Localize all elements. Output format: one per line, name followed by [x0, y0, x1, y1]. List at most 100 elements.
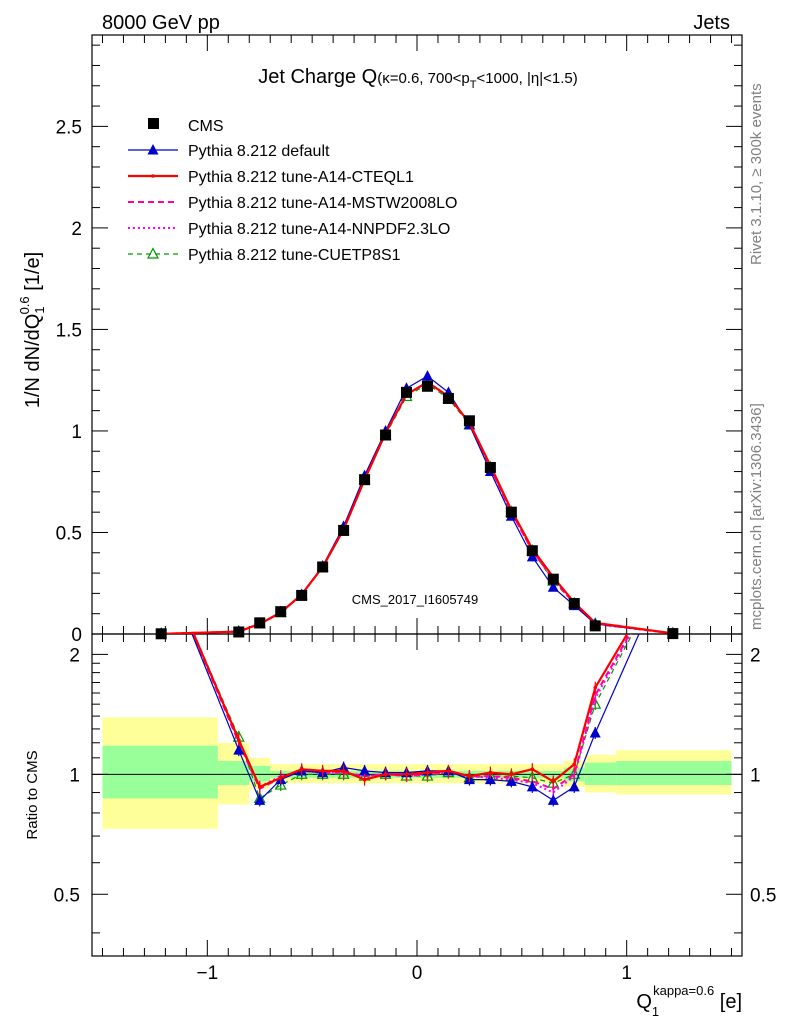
series-1-ratio-marker	[341, 769, 346, 773]
cms-data-point	[505, 506, 517, 518]
legend-label-series-2: Pythia 8.212 tune-A14-MSTW2008LO	[188, 195, 457, 212]
series-1-ratio-marker	[257, 785, 262, 789]
x-tick-label: 0	[412, 963, 423, 984]
chart-title-sub-b: <1000, |η|<1.5)	[477, 70, 578, 87]
series-1-ratio-marker	[488, 770, 493, 775]
series-0-ratio-marker	[547, 794, 559, 805]
series-0-main-marker	[547, 581, 559, 592]
y-tick-label: 0.5	[56, 523, 82, 544]
chart-title-main: Jet Charge Q	[258, 66, 377, 88]
series-4-ratio-marker	[274, 778, 287, 790]
rivet-version-label: Rivet 3.1.10, ≥ 300k events	[748, 83, 765, 265]
cms-data-point	[254, 617, 266, 629]
x-axis-label-main: Q	[636, 991, 652, 1013]
cms-data-point	[568, 598, 580, 610]
y-axis-label-sup: 0.6	[17, 296, 32, 314]
series-1-ratio-marker	[383, 772, 388, 777]
series-1-ratio-marker	[572, 762, 577, 767]
series-1-ratio-marker	[236, 738, 241, 742]
ratio-y-tick-label-right: 0.5	[750, 885, 776, 906]
axis-ticks: −1 0 1 0 0.5 1 1.5 2 2.5 0.5 0.5 1 1 2 2	[54, 35, 776, 984]
cms-data-point	[233, 626, 245, 638]
legend-label-series-0: Pythia 8.212 default	[188, 143, 330, 160]
series-1-ratio-marker	[467, 774, 472, 778]
series-1-ratio-marker	[551, 779, 556, 784]
legend-marker-series-4	[147, 247, 159, 259]
chart-title: Jet Charge Q(κ=0.6, 700<pT<1000, |η|<1.5…	[258, 66, 577, 91]
legend-label-series-4: Pythia 8.212 tune-CUETP8S1	[188, 247, 401, 264]
x-tick-label: −1	[196, 963, 218, 984]
series-0-ratio-marker	[526, 780, 538, 792]
ratio-band-inner-6	[616, 761, 732, 786]
legend-marker-series-1	[151, 174, 155, 178]
ratio-y-tick-label-left: 2	[69, 645, 80, 666]
ratio-y-axis-label: Ratio to CMS	[24, 750, 41, 839]
series-0-ratio-marker	[484, 773, 496, 785]
cms-data-point	[401, 386, 413, 398]
chart-title-sub-a: (κ=0.6, 700<p	[377, 70, 470, 87]
series-0-ratio-marker	[233, 744, 245, 755]
series-0-ratio-marker	[568, 780, 580, 792]
legend-label-series-1: Pythia 8.212 tune-A14-CTEQL1	[188, 169, 414, 186]
cms-data-point	[667, 628, 679, 640]
cms-data-point	[421, 380, 433, 392]
legend-marker-series-0	[147, 144, 159, 155]
series-1-ratio-marker	[404, 772, 409, 777]
analysis-watermark: CMS_2017_I1605749	[352, 592, 479, 607]
series-0-ratio-line	[191, 634, 640, 802]
cms-data-point	[547, 573, 559, 585]
legend-cms-marker	[148, 118, 159, 129]
y-tick-label: 1	[71, 422, 82, 443]
series-4-ratio-marker	[589, 697, 602, 709]
y-tick-label: 2	[71, 219, 82, 240]
series-1-ratio-marker	[509, 772, 514, 777]
energy-label: 8000 GeV pp	[102, 12, 220, 34]
ratio-band-inner-1	[217, 761, 250, 786]
y-axis-label-sub: 1	[32, 306, 47, 313]
series-1-ratio-marker	[362, 777, 367, 782]
series-1-ratio-marker	[425, 770, 430, 775]
y-axis-label-main: 1/N dN/dQ	[22, 314, 44, 408]
series-1-ratio-marker	[530, 767, 535, 772]
cms-data-point	[589, 620, 601, 632]
ratio-y-tick-label-right: 2	[750, 645, 761, 666]
cms-data-point	[484, 461, 496, 473]
ratio-band-inner-5	[584, 762, 617, 786]
y-axis-label: 1/N dN/dQ10.6 [1/e]	[17, 252, 47, 408]
series-1-ratio-line	[192, 634, 629, 789]
cms-data-point	[296, 589, 308, 601]
cms-data-point	[317, 561, 329, 573]
x-tick-label: 1	[621, 963, 632, 984]
cms-data-point	[359, 474, 371, 486]
ratio-y-tick-label-right: 1	[750, 765, 761, 786]
series-0-ratio-marker	[254, 794, 266, 805]
series-1-ratio-marker	[593, 685, 598, 690]
x-axis-label-unit: [e]	[714, 991, 742, 1013]
legend: CMS Pythia 8.212 default Pythia 8.212 tune…	[128, 118, 457, 264]
cms-data-point	[463, 415, 475, 427]
series-0-ratio-marker	[589, 726, 601, 738]
series-0-ratio-marker	[359, 764, 371, 776]
ratio-y-tick-label-left: 0.5	[54, 885, 80, 906]
y-tick-label: 2.5	[56, 117, 82, 138]
mcplots-label: mcplots.cern.ch [arXiv:1306.3436]	[748, 403, 765, 630]
cms-data-point	[338, 524, 350, 536]
ratio-series-group	[191, 634, 640, 807]
ratio-y-tick-label-left: 1	[69, 765, 80, 786]
jets-label: Jets	[693, 12, 730, 34]
x-axis-label-sub: 1	[652, 1004, 659, 1019]
series-0-ratio-marker	[505, 775, 517, 786]
cms-data-point	[380, 429, 392, 441]
series-0-main-marker	[421, 370, 433, 381]
y-tick-label: 1.5	[56, 320, 82, 341]
x-axis-label-sup: kappa=0.6	[653, 983, 714, 998]
cms-data-point	[526, 545, 538, 557]
series-1-ratio-marker	[320, 769, 325, 773]
cms-data-point	[275, 606, 287, 618]
series-1-ratio-marker	[299, 767, 304, 772]
ratio-band-inner-0	[102, 745, 218, 799]
cms-data-point	[442, 392, 454, 404]
series-1-ratio-marker	[278, 776, 283, 780]
series-2-ratio-line	[192, 634, 631, 791]
